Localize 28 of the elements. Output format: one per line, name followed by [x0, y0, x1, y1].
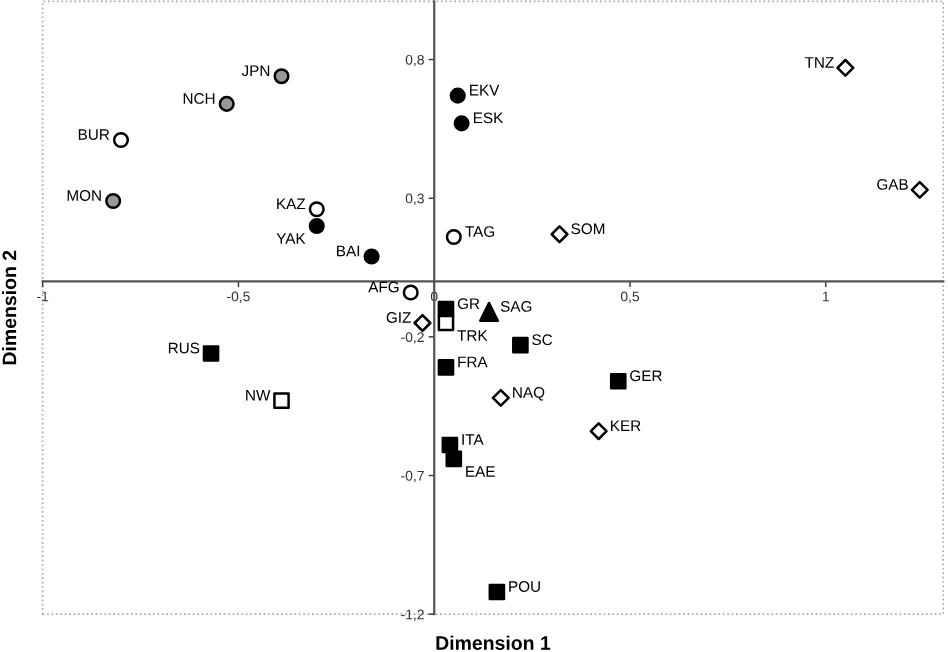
point: [445, 228, 462, 246]
point: [910, 180, 929, 199]
point: [105, 192, 122, 210]
point: [445, 450, 463, 468]
point: [453, 115, 470, 132]
point: [550, 225, 569, 244]
point: [437, 314, 455, 332]
point: [112, 131, 130, 149]
point: [449, 87, 466, 104]
point: [308, 201, 325, 218]
point: [836, 58, 855, 77]
point: [202, 345, 220, 362]
point: [479, 301, 500, 322]
point: [609, 372, 627, 390]
point: [402, 284, 419, 301]
point: [512, 336, 529, 354]
point: [488, 583, 506, 601]
point: [491, 388, 510, 407]
point: [273, 68, 290, 85]
point: [363, 248, 380, 265]
point: [218, 95, 235, 112]
y-axis-title: Dimension 2: [2, 250, 17, 365]
point: [437, 359, 455, 376]
x-axis-title: Dimension 1: [436, 635, 551, 650]
point: [273, 392, 290, 409]
point: [589, 422, 608, 441]
point: [413, 313, 432, 333]
point: [308, 217, 325, 234]
